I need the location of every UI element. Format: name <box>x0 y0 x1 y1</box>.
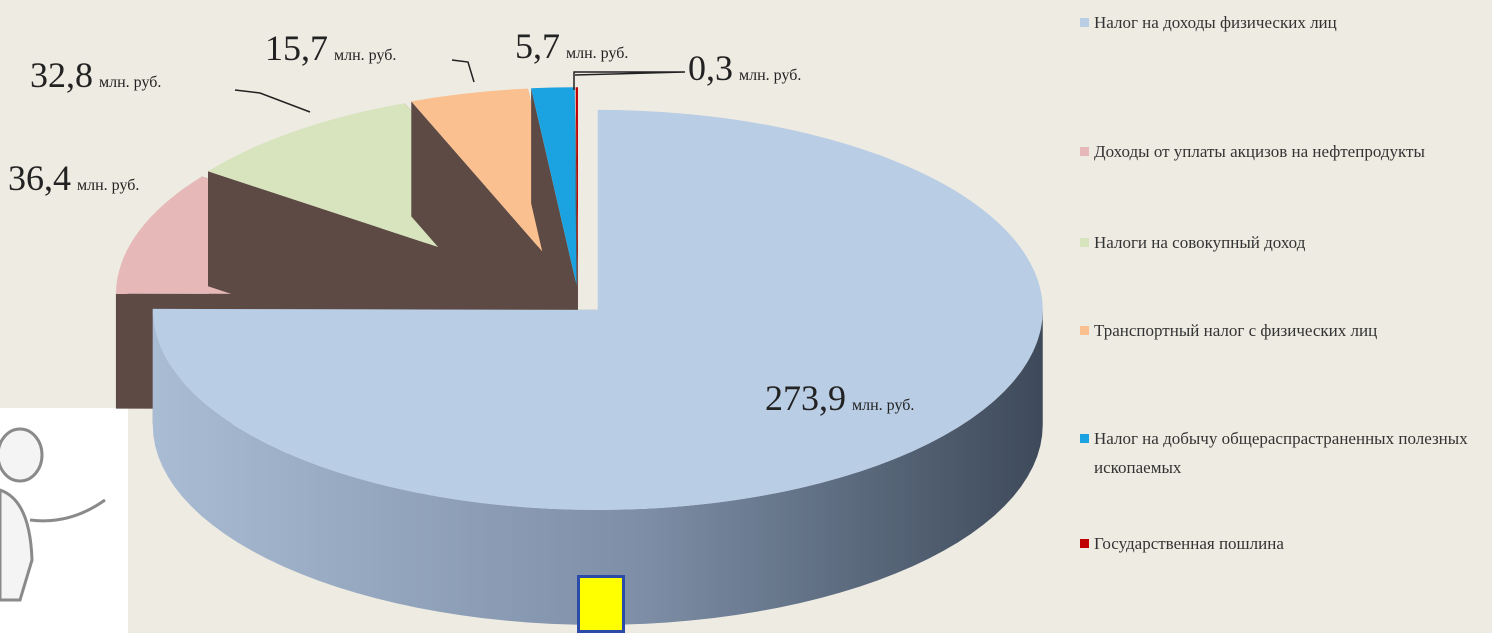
legend-label: Доходы от уплаты акцизов на нефтепродукт… <box>1094 142 1425 161</box>
legend-entry: Государственная пошлина <box>1080 529 1492 558</box>
legend-entry: Транспортный налог с физических лиц <box>1080 316 1492 345</box>
pie-slice <box>531 87 578 288</box>
legend-swatch <box>1080 434 1089 443</box>
leader-line <box>573 71 686 90</box>
data-label-unit: млн. руб. <box>852 397 914 414</box>
legend-label: Транспортный налог с физических лиц <box>1094 321 1378 340</box>
legend-entry: Доходы от уплаты акцизов на нефтепродукт… <box>1080 137 1492 166</box>
data-label-unit: млн. руб. <box>99 74 161 91</box>
legend-swatch <box>1080 539 1089 548</box>
data-label-unit: млн. руб. <box>566 45 628 62</box>
data-label: 32,8 млн. руб. <box>30 55 161 95</box>
legend-label: Налоги на совокупный доход <box>1094 233 1306 252</box>
data-label-unit: млн. руб. <box>739 67 801 84</box>
data-label-value: 5,7 <box>515 26 560 66</box>
data-label-value: 0,3 <box>688 48 733 88</box>
data-label-value: 273,9 <box>765 378 846 418</box>
data-label: 0,3 млн. руб. <box>688 48 801 88</box>
legend-swatch <box>1080 238 1089 247</box>
data-label: 15,7 млн. руб. <box>265 28 396 68</box>
side-wall <box>152 309 1043 625</box>
legend-entry: Налоги на совокупный доход <box>1080 228 1492 257</box>
legend-swatch <box>1080 147 1089 156</box>
clipart-figure <box>0 427 106 602</box>
legend-label: Налог на доходы физических лиц <box>1094 13 1337 32</box>
pie-slice <box>152 109 1043 510</box>
data-label: 5,7 млн. руб. <box>515 26 628 66</box>
data-label-value: 15,7 <box>265 28 328 68</box>
legend-entry: Налог на доходы физических лиц <box>1080 8 1492 37</box>
highlight-box <box>577 575 625 633</box>
legend-entry: Налог на добычу общераспрастраненных пол… <box>1080 424 1492 482</box>
data-label-value: 32,8 <box>30 55 93 95</box>
pie-slice <box>575 87 578 288</box>
data-label: 273,9 млн. руб. <box>765 378 914 418</box>
data-label-unit: млн. руб. <box>77 177 139 194</box>
data-label-value: 36,4 <box>8 158 71 198</box>
data-label-unit: млн. руб. <box>334 47 396 64</box>
chart: 273,9 млн. руб. 36,4 млн. руб. 32,8 млн. руб.… <box>0 26 1043 633</box>
data-label: 36,4 млн. руб. <box>8 158 139 198</box>
legend-label: Налог на добычу общераспрастраненных пол… <box>1094 429 1468 477</box>
leader-line <box>234 89 311 113</box>
leader-line <box>451 59 475 83</box>
legend-swatch <box>1080 326 1089 335</box>
legend-swatch <box>1080 18 1089 27</box>
legend-label: Государственная пошлина <box>1094 534 1284 553</box>
